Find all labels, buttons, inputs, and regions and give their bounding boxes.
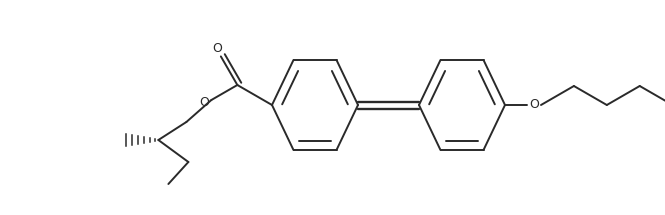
Text: O: O (200, 95, 209, 109)
Text: O: O (529, 98, 539, 112)
Text: O: O (212, 42, 222, 55)
